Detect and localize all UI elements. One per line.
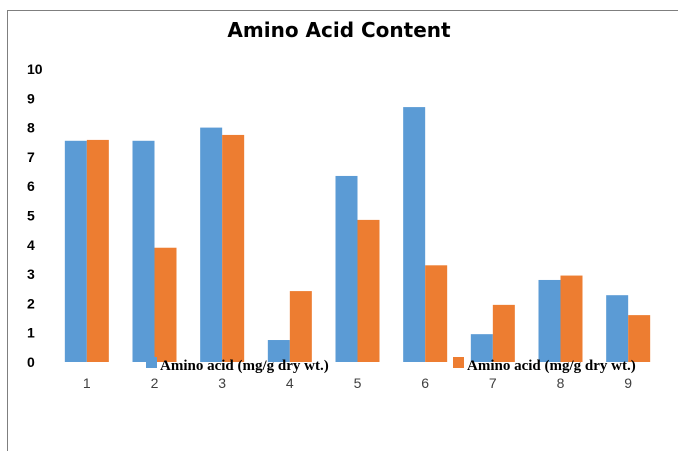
y-tick-label: 2 xyxy=(27,295,35,311)
legend-swatch-series-2 xyxy=(453,357,464,368)
x-tick-label: 1 xyxy=(83,375,91,391)
bar-series-1-5 xyxy=(335,175,358,362)
y-tick-label: 0 xyxy=(27,354,35,370)
legend-label-series-1: Amino acid (mg/g dry wt.) xyxy=(160,358,329,374)
bar-series-2-8 xyxy=(560,275,583,362)
x-tick-label: 3 xyxy=(218,375,226,391)
bar-series-2-4 xyxy=(289,291,312,362)
bar-series-2-1 xyxy=(86,139,109,362)
chart-title: Amino Acid Content xyxy=(227,18,451,42)
y-axis-ticks: 0 1 2 3 4 5 6 7 8 9 10 xyxy=(27,61,43,370)
x-axis-ticks: 1 2 3 4 5 6 7 8 9 xyxy=(83,375,632,391)
bar-series-1-2 xyxy=(132,140,155,362)
bar-series-1-4 xyxy=(267,340,290,362)
y-tick-label: 6 xyxy=(27,178,35,194)
legend-label-series-2: Amino acid (mg/g dry wt.) xyxy=(467,358,636,374)
y-tick-label: 1 xyxy=(27,325,35,341)
legend: Amino acid (mg/g dry wt.) Amino acid (mg/… xyxy=(146,357,636,374)
bar-series-1-1 xyxy=(64,140,87,362)
y-tick-label: 10 xyxy=(27,61,43,77)
bar-series-1-6 xyxy=(403,107,426,362)
x-tick-label: 4 xyxy=(286,375,294,391)
x-tick-label: 6 xyxy=(421,375,429,391)
bar-series-1-8 xyxy=(538,279,561,362)
y-tick-label: 8 xyxy=(27,120,35,136)
bar-group xyxy=(64,107,651,362)
bar-series-2-6 xyxy=(425,265,448,362)
y-tick-label: 5 xyxy=(27,208,35,224)
y-tick-label: 3 xyxy=(27,266,35,282)
bar-series-2-3 xyxy=(222,134,245,362)
x-tick-label: 9 xyxy=(624,375,632,391)
y-tick-label: 7 xyxy=(27,149,35,165)
bar-series-2-9 xyxy=(628,315,651,362)
legend-swatch-series-1 xyxy=(146,357,157,368)
bar-series-1-7 xyxy=(470,334,493,362)
bar-series-1-3 xyxy=(200,127,223,362)
x-tick-label: 2 xyxy=(151,375,159,391)
x-tick-label: 8 xyxy=(557,375,565,391)
bar-series-2-7 xyxy=(492,304,515,362)
bar-series-2-5 xyxy=(357,219,380,362)
bar-series-1-9 xyxy=(606,295,629,362)
chart-frame xyxy=(7,10,678,451)
x-tick-label: 5 xyxy=(354,375,362,391)
bar-series-2-2 xyxy=(154,247,177,362)
y-tick-label: 4 xyxy=(27,237,35,253)
y-tick-label: 9 xyxy=(27,90,35,106)
x-tick-label: 7 xyxy=(489,375,497,391)
